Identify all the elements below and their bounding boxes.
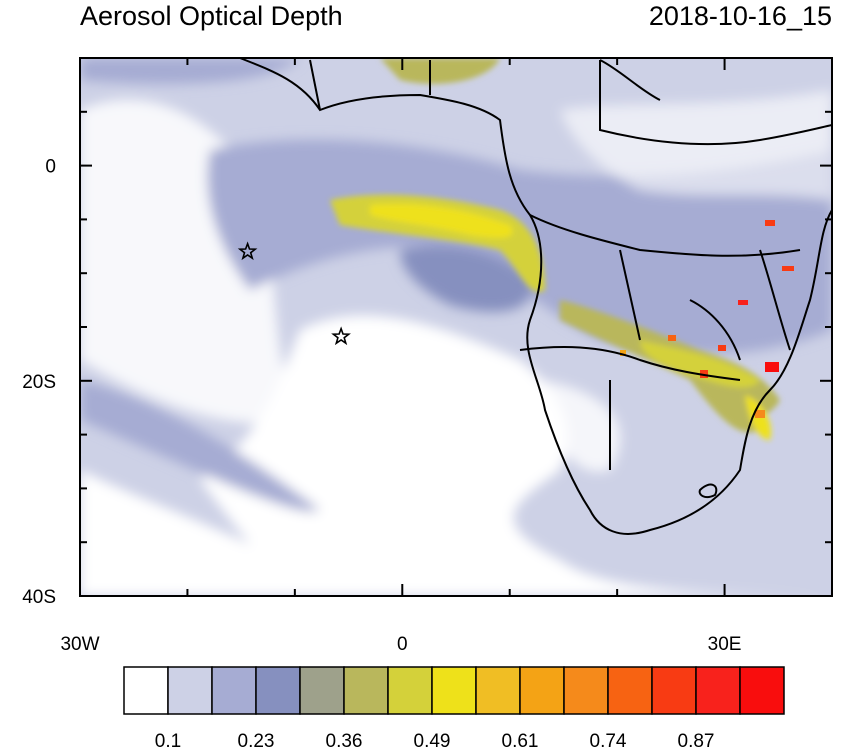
y-tick-label: 20S	[22, 372, 56, 393]
observation-markers	[237, 241, 351, 346]
axis-ticks: 30W 0 30E 0 20S 40S	[22, 57, 833, 655]
map-timestamp: 2018-10-16_15	[648, 1, 832, 31]
x-tick-label: 30E	[708, 634, 742, 655]
colorbar-label: 0.49	[414, 731, 451, 750]
colorbar-swatch	[343, 666, 389, 715]
map-title: Aerosol Optical Depth	[80, 1, 343, 31]
colorbar-swatch	[739, 666, 785, 715]
colorbar-swatch	[211, 666, 257, 715]
colorbar-label: 0.74	[590, 731, 627, 750]
colorbar-swatch	[475, 666, 521, 715]
coastlines	[239, 58, 832, 535]
colorbar-swatch	[387, 666, 433, 715]
colorbar-swatch	[299, 666, 345, 715]
aod-field	[80, 58, 832, 596]
colorbar: 0.1 0.23 0.36 0.49 0.61 0.74 0.87	[123, 666, 785, 750]
colorbar-label: 0.87	[678, 731, 715, 750]
colorbar-label: 0.61	[502, 731, 539, 750]
colorbar-swatch	[123, 666, 169, 715]
colorbar-swatch	[167, 666, 213, 715]
colorbar-label: 0.36	[326, 731, 363, 750]
y-tick-label: 40S	[22, 587, 56, 608]
x-tick-label: 30W	[60, 634, 99, 655]
colorbar-label: 0.1	[155, 731, 181, 750]
colorbar-swatch	[255, 666, 301, 715]
colorbar-label: 0.23	[238, 731, 275, 750]
y-tick-label: 0	[45, 157, 56, 178]
star-marker	[331, 326, 351, 346]
x-tick-label: 0	[397, 634, 408, 655]
colorbar-swatch	[607, 666, 653, 715]
star-marker	[237, 241, 258, 261]
colorbar-swatch	[695, 666, 741, 715]
colorbar-swatch	[563, 666, 609, 715]
colorbar-swatch	[651, 666, 697, 715]
colorbar-swatch	[431, 666, 477, 715]
colorbar-swatch	[519, 666, 565, 715]
